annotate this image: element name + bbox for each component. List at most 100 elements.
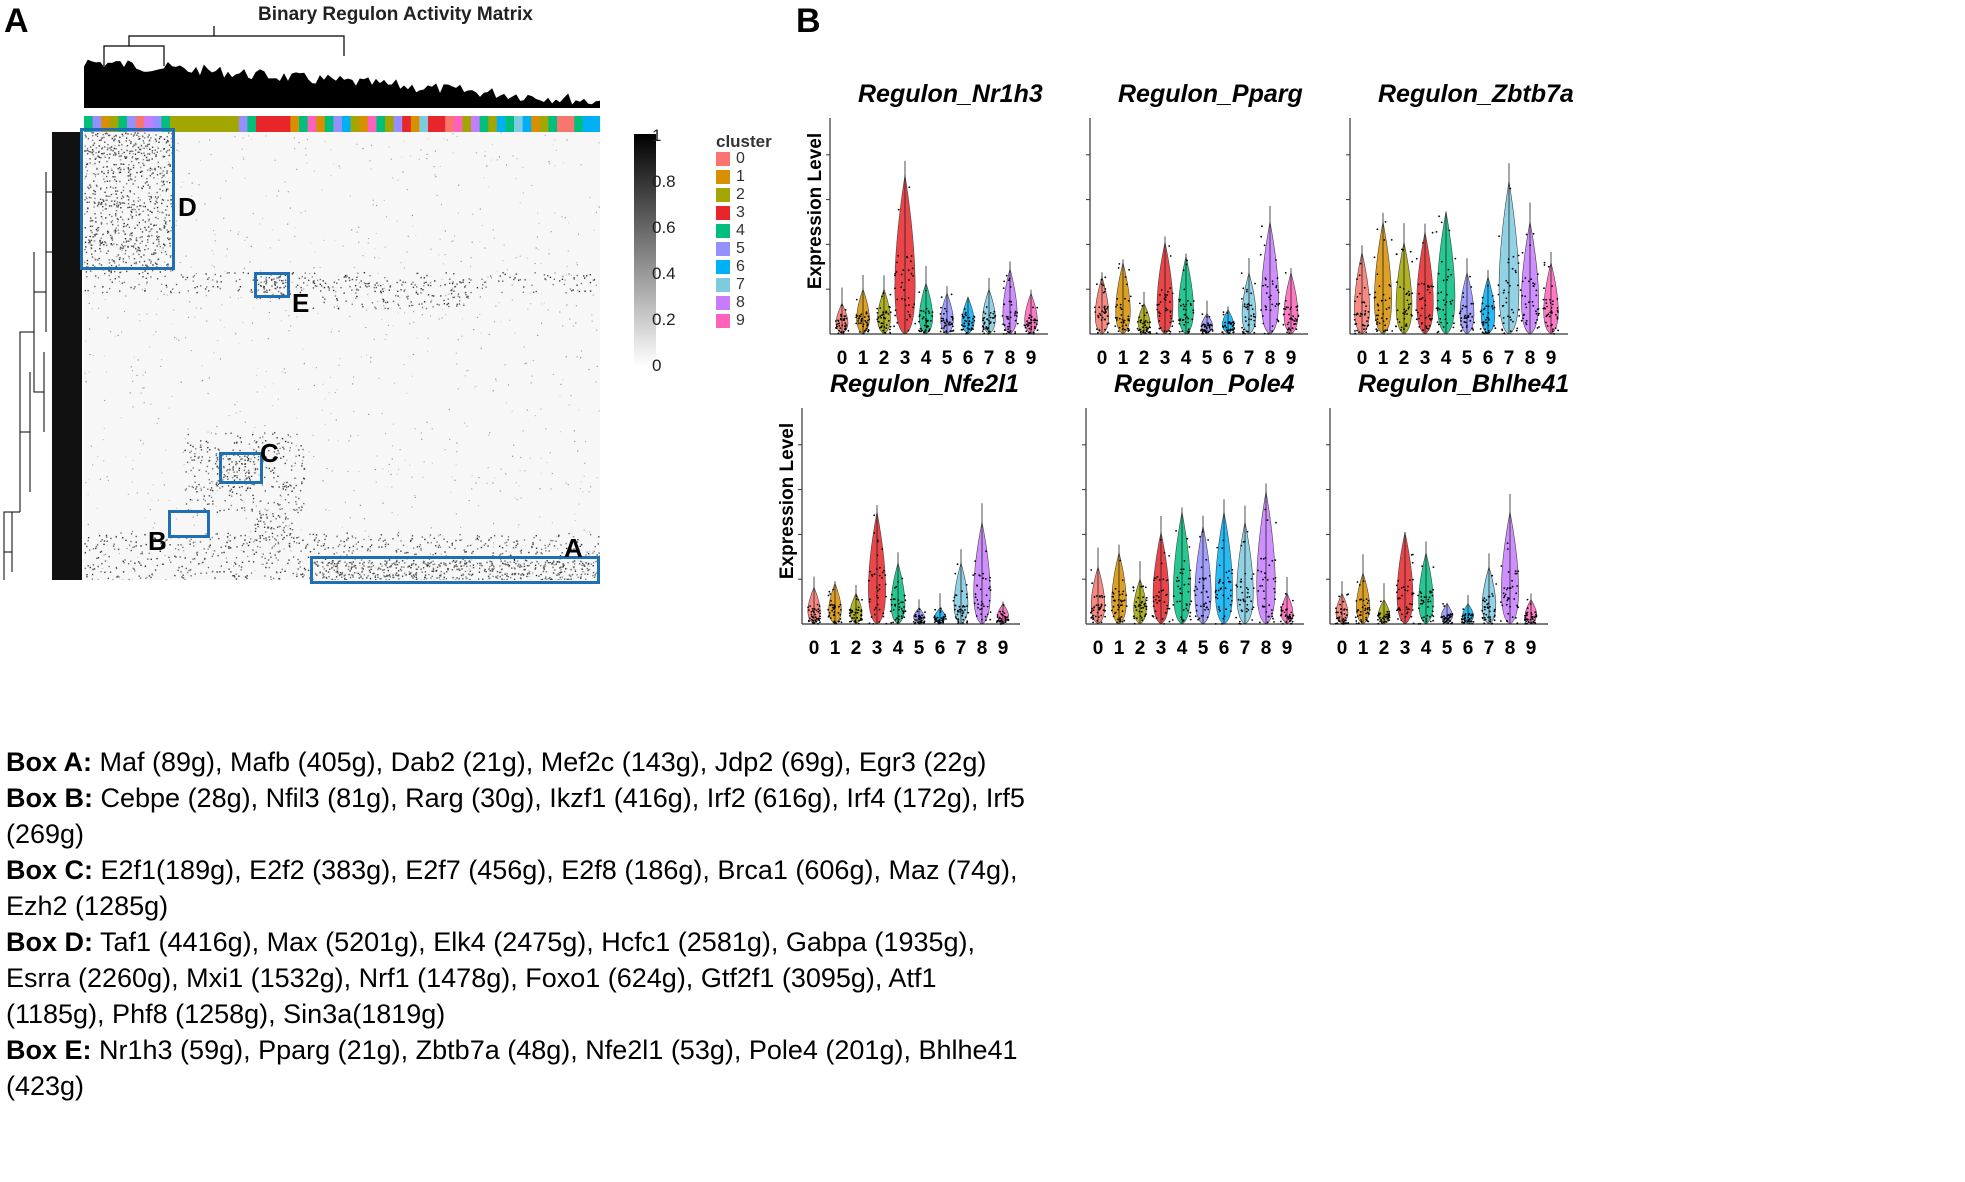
- legend-swatch: [716, 260, 730, 274]
- x-tick-label: 3: [900, 348, 911, 369]
- x-tick-label: 5: [1462, 348, 1473, 369]
- x-tick-label: 8: [1525, 348, 1536, 369]
- colorbar-tick: 0.8: [652, 172, 676, 191]
- violin: [1093, 272, 1110, 335]
- violin: [855, 275, 871, 335]
- x-tick-label: 0: [1093, 638, 1104, 659]
- box-d-label: D: [178, 192, 197, 222]
- x-tick-label: 4: [1181, 348, 1192, 369]
- legend-item: 7: [716, 276, 745, 294]
- violin-plot-title: Regulon_Pparg: [1118, 80, 1303, 108]
- legend-label: 3: [736, 204, 745, 221]
- box-description: Box D: Taf1 (4416g), Max (5201g), Elk4 (…: [6, 924, 1036, 1032]
- violin: [1282, 268, 1300, 335]
- x-tick-label: 8: [1265, 348, 1276, 369]
- violin: [1136, 291, 1152, 335]
- box-description: Box C: E2f1(189g), E2f2 (383g), E2f7 (45…: [6, 852, 1036, 924]
- violin-plot-title: Regulon_Bhlhe41: [1358, 370, 1570, 398]
- legend-label: 5: [736, 240, 745, 257]
- x-tick-label: 6: [1483, 348, 1494, 369]
- violin: [1377, 583, 1391, 625]
- violin: [1440, 602, 1454, 625]
- violin: [1395, 532, 1415, 625]
- box-description-name: Box E:: [6, 1035, 92, 1065]
- colorbar-tick: 1: [652, 126, 662, 145]
- violin: [1354, 554, 1371, 625]
- x-tick-label: 5: [1202, 348, 1213, 369]
- violin: [1481, 553, 1498, 625]
- violin: [972, 503, 992, 625]
- x-tick-label: 7: [984, 348, 995, 369]
- x-tick-label: 7: [1244, 348, 1255, 369]
- x-tick-label: 7: [1484, 638, 1495, 659]
- violin-plot-title: Regulon_Zbtb7a: [1378, 80, 1574, 108]
- box-description-text: Nr1h3 (59g), Pparg (21g), Zbtb7a (48g), …: [6, 1035, 1018, 1101]
- x-tick-label: 1: [1378, 348, 1389, 369]
- violin: [1373, 212, 1394, 335]
- violin: [1524, 593, 1538, 625]
- violin: [1417, 541, 1435, 625]
- legend-item: 1: [716, 168, 745, 186]
- violin: [1497, 163, 1521, 335]
- column-dendrogram: [84, 26, 600, 108]
- box-b-label: B: [148, 526, 167, 556]
- legend-item: 5: [716, 240, 745, 258]
- violin: [960, 296, 976, 335]
- legend-label: 6: [736, 258, 745, 275]
- x-tick-label: 8: [977, 638, 988, 659]
- x-tick-label: 8: [1505, 638, 1516, 659]
- x-tick-label: 8: [1005, 348, 1016, 369]
- x-tick-label: 9: [1026, 348, 1037, 369]
- row-dendrogram: [3, 132, 82, 580]
- box-description: Box E: Nr1h3 (59g), Pparg (21g), Zbtb7a …: [6, 1032, 1036, 1104]
- box-description-text: Cebpe (28g), Nfil3 (81g), Rarg (30g), Ik…: [6, 783, 1025, 849]
- violin: [834, 287, 850, 335]
- box-c: [219, 452, 263, 484]
- legend-item: 6: [716, 258, 745, 276]
- x-tick-label: 5: [914, 638, 925, 659]
- x-tick-label: 4: [1421, 638, 1432, 659]
- box-description-name: Box B:: [6, 783, 93, 813]
- x-tick-label: 2: [1135, 638, 1146, 659]
- box-e-label: E: [292, 288, 310, 318]
- violin: [1259, 205, 1281, 335]
- violin: [1334, 581, 1350, 625]
- violin: [933, 593, 947, 625]
- violin-plot-title: Regulon_Pole4: [1114, 370, 1295, 398]
- violin: [1114, 259, 1132, 335]
- x-tick-label: 9: [1546, 348, 1557, 369]
- legend-swatch: [716, 206, 730, 220]
- x-tick-label: 9: [1526, 638, 1537, 659]
- violin: [1458, 258, 1476, 335]
- colorbar-tick: 0.4: [652, 264, 676, 283]
- x-tick-label: 2: [851, 638, 862, 659]
- violin: [1280, 577, 1295, 625]
- x-tick-label: 3: [1420, 348, 1431, 369]
- box-d: [80, 128, 175, 270]
- x-tick-label: 4: [893, 638, 904, 659]
- cluster-legend-title: cluster: [716, 132, 772, 151]
- legend-label: 1: [736, 168, 745, 185]
- x-tick-label: 6: [1223, 348, 1234, 369]
- x-tick-label: 6: [1219, 638, 1230, 659]
- violin-plot-title: Regulon_Nfe2l1: [830, 370, 1019, 398]
- violin: [1435, 211, 1457, 335]
- violin: [1023, 289, 1039, 335]
- x-tick-label: 3: [1400, 638, 1411, 659]
- box-a-label: A: [564, 533, 583, 563]
- violin: [1500, 493, 1520, 625]
- panel-b-letter: B: [796, 2, 821, 40]
- x-tick-label: 5: [1198, 638, 1209, 659]
- legend-item: 4: [716, 222, 745, 240]
- violin: [1461, 594, 1475, 625]
- box-description: Box B: Cebpe (28g), Nfil3 (81g), Rarg (3…: [6, 780, 1036, 852]
- violin: [848, 585, 863, 625]
- x-tick-label: 3: [872, 638, 883, 659]
- legend-label: 8: [736, 294, 745, 311]
- box-description-name: Box D:: [6, 927, 93, 957]
- x-tick-label: 1: [830, 638, 841, 659]
